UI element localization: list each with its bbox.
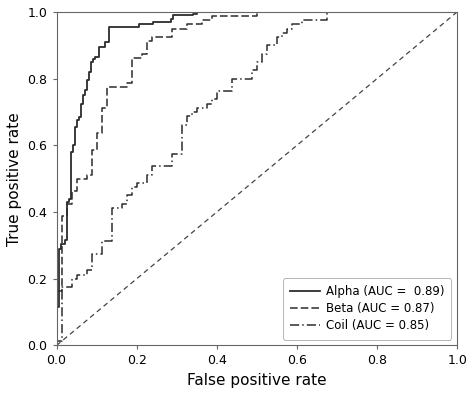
Y-axis label: True positive rate: True positive rate (7, 112, 22, 246)
Beta (AUC = 0.87) (324, 9, 330, 14)
Alpha (AUC =  0.89) (454, 9, 460, 14)
Line: Beta (AUC = 0.87): Beta (AUC = 0.87) (56, 12, 457, 346)
Coil (AUC = 0.85) (324, 14, 330, 19)
Beta (AUC = 0.87) (54, 343, 59, 348)
Legend: Alpha (AUC =  0.89), Beta (AUC = 0.87), Coil (AUC = 0.85): Alpha (AUC = 0.89), Beta (AUC = 0.87), C… (283, 278, 451, 340)
Coil (AUC = 0.85) (419, 9, 425, 14)
Alpha (AUC =  0.89) (242, 9, 247, 14)
Alpha (AUC =  0.89) (54, 343, 59, 348)
Coil (AUC = 0.85) (144, 172, 149, 177)
Beta (AUC = 0.87) (364, 9, 370, 14)
Alpha (AUC =  0.89) (98, 45, 103, 49)
Alpha (AUC =  0.89) (194, 9, 200, 14)
Beta (AUC = 0.87) (254, 9, 260, 14)
Beta (AUC = 0.87) (74, 176, 80, 181)
Alpha (AUC =  0.89) (110, 24, 116, 29)
Alpha (AUC =  0.89) (55, 258, 61, 263)
Coil (AUC = 0.85) (54, 343, 59, 348)
Coil (AUC = 0.85) (129, 185, 135, 190)
Beta (AUC = 0.87) (454, 9, 460, 14)
Alpha (AUC =  0.89) (170, 15, 175, 19)
Coil (AUC = 0.85) (364, 9, 370, 14)
Beta (AUC = 0.87) (94, 130, 100, 135)
Line: Alpha (AUC =  0.89): Alpha (AUC = 0.89) (56, 12, 457, 346)
Beta (AUC = 0.87) (89, 151, 94, 156)
X-axis label: False positive rate: False positive rate (187, 373, 327, 388)
Coil (AUC = 0.85) (454, 9, 460, 14)
Line: Coil (AUC = 0.85): Coil (AUC = 0.85) (56, 12, 457, 346)
Alpha (AUC =  0.89) (74, 120, 80, 124)
Coil (AUC = 0.85) (109, 205, 114, 210)
Beta (AUC = 0.87) (419, 9, 425, 14)
Coil (AUC = 0.85) (324, 9, 330, 14)
